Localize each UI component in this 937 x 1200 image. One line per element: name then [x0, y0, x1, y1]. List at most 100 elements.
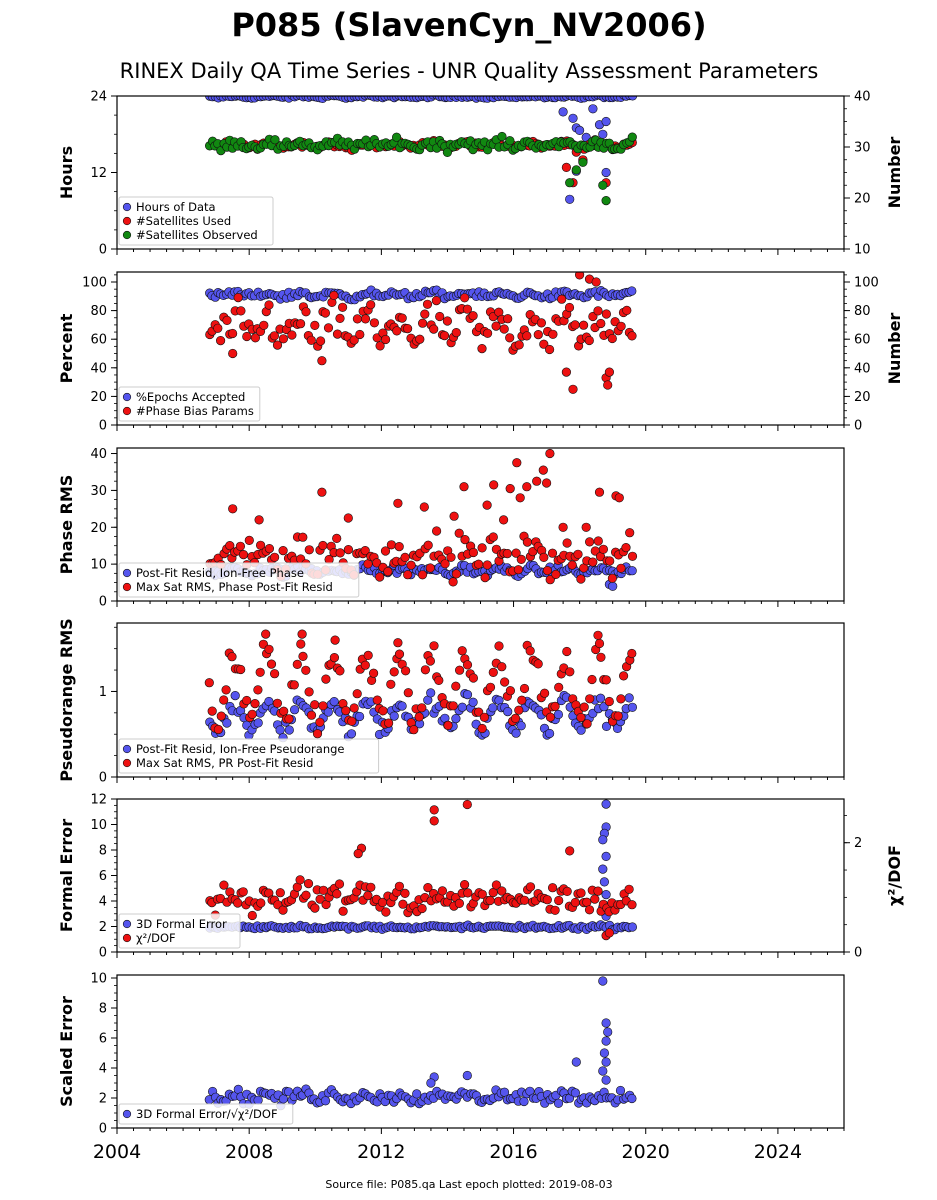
data-point-2 [627, 900, 637, 910]
data-point-2 [596, 318, 606, 329]
x-tick-label: 2024 [754, 1141, 802, 1163]
data-point-2 [381, 334, 391, 345]
data-point-2 [468, 547, 479, 558]
data-point-2 [440, 559, 450, 569]
data-point-2 [588, 557, 598, 567]
y-tick-label: 10 [90, 818, 107, 833]
data-point-1 [346, 729, 357, 739]
legend-label: χ²/DOF [136, 931, 176, 945]
data-point-2 [584, 335, 594, 346]
data-point-1 [290, 705, 300, 715]
data-point-2-outlier [604, 367, 615, 377]
data-point-2 [579, 702, 589, 712]
data-point-1-outlier [603, 1027, 613, 1037]
data-point-2 [366, 882, 376, 892]
data-point-2 [372, 558, 382, 568]
data-point-2 [295, 875, 305, 885]
data-area [204, 448, 638, 591]
data-point-2 [321, 674, 331, 684]
y-tick-label: 12 [90, 166, 107, 181]
y-tick-label: 30 [90, 484, 107, 499]
y-axis-label: Percent [57, 313, 76, 383]
data-point-2 [270, 552, 280, 562]
data-point-2 [304, 545, 314, 555]
legend-box [118, 386, 261, 422]
data-point-2 [547, 883, 558, 893]
chart-subtitle: RINEX Daily QA Time Series - UNR Quality… [120, 59, 819, 83]
legend-label: Max Sat RMS, PR Post-Fit Resid [136, 756, 313, 770]
data-point-2 [462, 304, 473, 314]
data-point-2 [557, 294, 567, 304]
data-point-1 [275, 725, 285, 735]
data-point-2 [554, 895, 564, 906]
data-point-2-outlier [228, 504, 238, 514]
data-point-2 [207, 706, 217, 716]
data-point-2 [562, 886, 572, 897]
data-point-2 [264, 644, 274, 654]
legend-marker [122, 933, 132, 943]
legend-marker [122, 582, 132, 592]
data-point-2 [381, 907, 391, 917]
data-point-2 [219, 880, 229, 890]
data-point-2-outlier [604, 928, 615, 938]
data-point-2 [394, 541, 404, 552]
legend-label: 3D Formal Error [136, 917, 227, 931]
data-point-1-outlier [608, 581, 618, 591]
data-point-2 [477, 723, 487, 734]
source-footer: Source file: P085.qa Last epoch plotted:… [325, 1178, 612, 1191]
y2-axis-label: Number [885, 313, 904, 385]
legend-label: Post-Fit Resid, Ion-Free Pseudorange [136, 742, 344, 756]
y-tick-label: 24 [90, 90, 107, 105]
data-point-2 [479, 712, 490, 722]
data-point-2 [607, 573, 618, 583]
data-point-2 [312, 729, 323, 739]
data-point-2 [366, 300, 376, 310]
data-point-2 [418, 318, 428, 328]
data-point-2 [247, 910, 257, 921]
data-point-2 [225, 540, 235, 551]
data-point-3-outlier [601, 196, 611, 206]
data-point-2 [363, 890, 373, 901]
data-point-2 [341, 705, 351, 716]
data-point-2 [318, 701, 328, 711]
y2-axis-label: Number [885, 137, 904, 209]
data-point-1 [230, 690, 240, 701]
data-point-2 [551, 569, 561, 580]
data-point-1 [544, 728, 555, 739]
data-point-2 [422, 299, 433, 309]
data-point-2 [301, 890, 311, 900]
data-point-2 [451, 569, 462, 579]
data-point-2-outlier [545, 448, 555, 459]
data-point-1 [320, 1096, 331, 1106]
data-point-2 [310, 320, 320, 331]
y-axis-label: Scaled Error [57, 996, 76, 1107]
data-point-2 [435, 311, 445, 322]
data-point-2 [259, 320, 269, 330]
data-point-2 [323, 323, 334, 333]
data-point-2-outlier [261, 629, 271, 639]
data-point-2 [222, 315, 232, 326]
data-point-1-outlier [598, 835, 608, 845]
y-tick-label: 10 [90, 558, 107, 573]
legend-marker [122, 1109, 132, 1119]
data-point-2 [513, 565, 524, 575]
data-point-2 [255, 667, 265, 677]
data-point-1 [627, 922, 638, 932]
data-point-3 [497, 131, 507, 142]
data-point-2 [335, 548, 345, 558]
y-tick-label: 100 [82, 276, 107, 291]
data-point-2 [516, 554, 526, 565]
data-point-2 [544, 344, 555, 355]
data-point-2 [213, 724, 223, 735]
data-point-2 [570, 897, 580, 908]
data-point-2 [554, 682, 564, 693]
data-point-2 [347, 716, 357, 726]
data-point-2 [429, 324, 439, 334]
data-point-2 [483, 328, 493, 338]
data-point-2 [278, 545, 288, 556]
data-point-2-outlier [419, 502, 429, 512]
data-point-2 [500, 677, 510, 687]
data-point-1-outlier [568, 113, 578, 123]
data-point-2 [228, 328, 238, 339]
panel-6: 0 2 4 6 8 10 Scaled Error 3D Formal Error/√χ²/D… [57, 972, 845, 1137]
